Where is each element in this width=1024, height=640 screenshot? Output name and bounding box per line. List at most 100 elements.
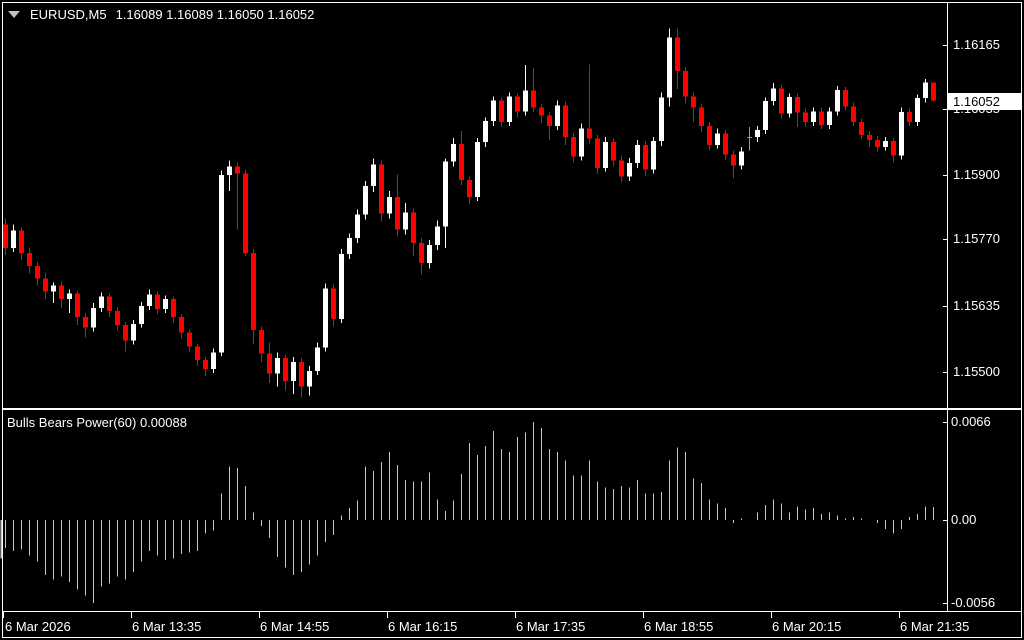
candle-body: [75, 293, 80, 317]
candle-body: [467, 180, 472, 197]
candle-body: [411, 212, 416, 244]
candle-body: [323, 288, 328, 348]
candle-body: [115, 311, 120, 325]
candle-body: [3, 224, 8, 249]
current-price-box: 1.16052: [948, 92, 1021, 110]
candle-body: [683, 71, 688, 97]
candle-body: [499, 100, 504, 123]
candle-body: [779, 88, 784, 114]
candle-body: [867, 134, 872, 140]
candle-body: [907, 111, 912, 123]
candle-body: [755, 130, 760, 137]
candle-body: [379, 164, 384, 214]
candle-body: [35, 265, 40, 279]
indicator-axis-label: 0.0066: [951, 414, 991, 430]
candle-body: [43, 278, 48, 292]
candle-body: [403, 212, 408, 230]
candle-body: [859, 122, 864, 135]
candle-body: [739, 151, 744, 166]
time-axis-label: 6 Mar 13:35: [132, 619, 202, 634]
candle-body: [283, 358, 288, 381]
candle-body: [91, 308, 96, 328]
candle-body: [891, 140, 896, 156]
candle-body: [803, 112, 808, 123]
candle-body: [827, 111, 832, 126]
candle-body: [731, 154, 736, 166]
time-axis-label: 6 Mar 14:55: [260, 619, 330, 634]
candle-body: [11, 230, 16, 249]
candle-body: [675, 37, 680, 72]
candle-body: [251, 252, 256, 331]
histogram-bar-partial: [0, 520, 3, 559]
candle-body: [123, 324, 128, 341]
candle-body: [627, 163, 632, 177]
ohlc-readout: 1.16089 1.16089 1.16050 1.16052: [115, 6, 315, 22]
symbol-dropdown-icon[interactable]: [8, 10, 20, 18]
candle-body: [427, 245, 432, 263]
candle-body: [419, 243, 424, 263]
time-axis-label: 6 Mar 18:55: [644, 619, 714, 634]
candle-body: [507, 96, 512, 123]
candle-body: [331, 288, 336, 319]
panel-separator: [2, 408, 1022, 410]
candle-body: [475, 141, 480, 197]
candle-body: [299, 362, 304, 387]
price-axis-label: 1.15900: [953, 167, 1000, 183]
candle-body: [291, 362, 296, 381]
candle-body: [347, 238, 352, 254]
candle-body: [227, 166, 232, 175]
candle-body: [211, 352, 216, 370]
symbol-timeframe-label: EURUSD,M5: [30, 6, 107, 22]
candle-body: [307, 370, 312, 387]
candle-body: [763, 101, 768, 131]
candle-body: [691, 96, 696, 108]
candle-body: [315, 347, 320, 371]
candle-body: [67, 293, 72, 300]
candle-body: [579, 128, 584, 157]
candle-body: [603, 141, 608, 168]
candle-body: [171, 299, 176, 317]
candle-body: [515, 96, 520, 112]
candle-body: [611, 141, 616, 161]
candle-body: [147, 294, 152, 307]
candle-body: [179, 316, 184, 333]
time-axis-label: 6 Mar 20:15: [772, 619, 842, 634]
candle-body: [875, 139, 880, 147]
candle-body: [547, 115, 552, 127]
candle-body: [139, 306, 144, 324]
candle-body: [883, 140, 888, 147]
candle-body: [163, 299, 168, 310]
candle-body: [587, 128, 592, 139]
candle-body: [339, 253, 344, 319]
candle-body: [699, 107, 704, 127]
candle-body: [443, 161, 448, 227]
candle-body: [715, 133, 720, 145]
chart-title-overlay: EURUSD,M5 1.16089 1.16089 1.16050 1.1605…: [8, 6, 314, 22]
candle-body: [915, 98, 920, 123]
candle-body: [523, 90, 528, 112]
candle-body: [819, 111, 824, 126]
candle-body: [595, 138, 600, 168]
candle-body: [243, 173, 248, 253]
price-axis-label: 1.15500: [953, 363, 1000, 379]
time-axis-label: 6 Mar 16:15: [388, 619, 458, 634]
candle-body: [259, 330, 264, 354]
candle-body: [107, 296, 112, 312]
candle-body: [667, 37, 672, 98]
candle-body: [707, 126, 712, 145]
price-axis-label: 1.15635: [953, 297, 1000, 313]
candle-body: [563, 105, 568, 137]
candle-body: [923, 82, 928, 99]
candle-body: [459, 143, 464, 181]
candle-body: [899, 111, 904, 156]
candle-body: [835, 90, 840, 112]
candle-body: [435, 226, 440, 246]
price-axis-label: 1.16165: [953, 37, 1000, 52]
candle-body: [155, 294, 160, 310]
candle-body: [787, 97, 792, 114]
candle-body: [659, 97, 664, 141]
price-axis-label: 1.15770: [953, 231, 1000, 247]
candle-body: [531, 90, 536, 108]
candle-body: [203, 360, 208, 370]
